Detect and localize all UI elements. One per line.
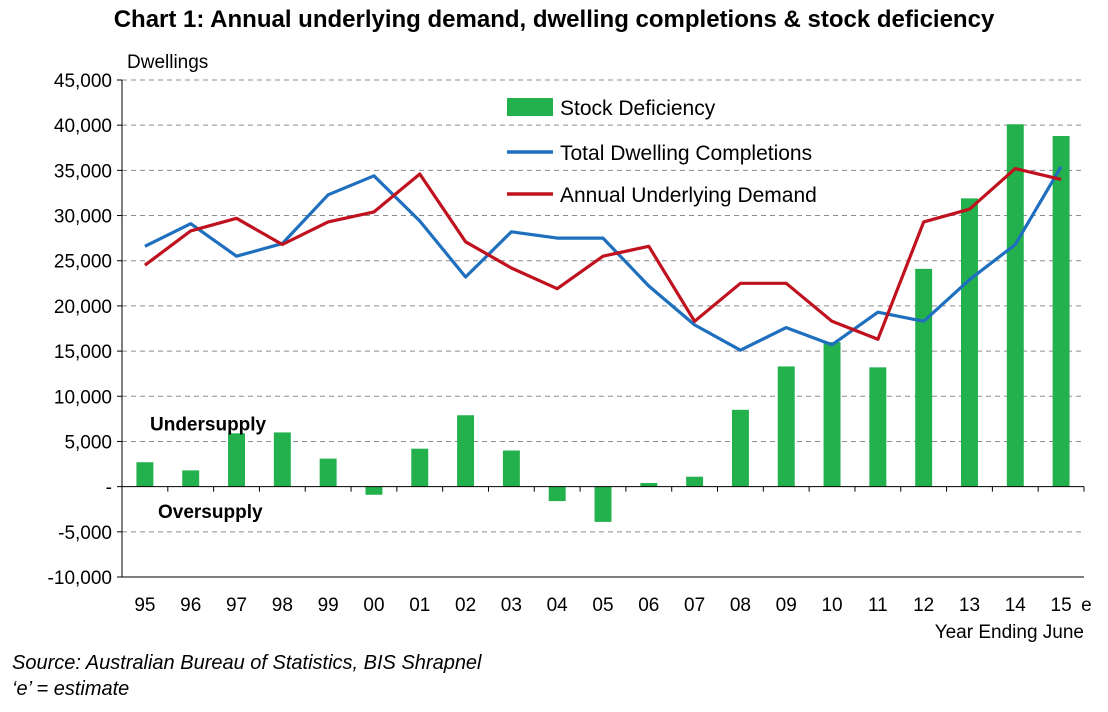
y-tick-label: 35,000 xyxy=(54,161,112,182)
bar-stock-deficiency xyxy=(777,366,795,487)
x-tick-label: 11 xyxy=(868,595,888,616)
bar-stock-deficiency xyxy=(136,462,154,487)
y-tick-label: - xyxy=(106,478,112,499)
bar-stock-deficiency xyxy=(548,486,566,502)
x-tick-label: 05 xyxy=(592,595,613,616)
bar-stock-deficiency xyxy=(686,476,704,487)
source-note: Source: Australian Bureau of Statistics,… xyxy=(12,650,482,702)
bar-stock-deficiency xyxy=(915,268,933,487)
bar-stock-deficiency xyxy=(594,486,612,522)
y-tick-label: -5,000 xyxy=(58,523,112,544)
bar-stock-deficiency xyxy=(1052,136,1070,487)
bar-stock-deficiency xyxy=(640,483,658,487)
y-tick-label: 25,000 xyxy=(54,252,112,273)
oversupply-label: Oversupply xyxy=(158,502,263,523)
bar-stock-deficiency xyxy=(502,450,520,487)
x-tick-label: 03 xyxy=(501,595,522,616)
x-tick-label: 12 xyxy=(913,595,934,616)
legend-entry-total-dwelling-completions: Total Dwelling Completions xyxy=(560,142,812,165)
y-tick-label: 30,000 xyxy=(54,207,112,228)
x-tick-label: 07 xyxy=(684,595,705,616)
x-tick-label: 15 xyxy=(1051,595,1072,616)
undersupply-label: Undersupply xyxy=(150,414,267,435)
x-axis-label: Year Ending June xyxy=(934,622,1084,643)
y-tick-label: 40,000 xyxy=(54,116,112,137)
x-tick-label: 96 xyxy=(180,595,201,616)
estimate-note: ‘e’ = estimate xyxy=(12,678,130,700)
y-tick-label: -10,000 xyxy=(48,568,112,589)
line-total-dwelling-completions xyxy=(144,165,1063,352)
bar-stock-deficiency xyxy=(411,448,429,487)
bar-stock-deficiency xyxy=(457,415,475,487)
legend-swatch-bar xyxy=(507,98,553,116)
x-tick-label: 09 xyxy=(776,595,797,616)
legend-entry-annual-underlying-demand: Annual Underlying Demand xyxy=(560,184,817,207)
x-tick-label: 97 xyxy=(226,595,247,616)
bar-stock-deficiency xyxy=(869,367,887,487)
y-axis-label: Dwellings xyxy=(127,52,209,73)
y-tick-label: 45,000 xyxy=(54,71,112,92)
x-tick-label: 01 xyxy=(409,595,430,616)
x-tick-label: 00 xyxy=(363,595,384,616)
x-tick-label: 99 xyxy=(318,595,339,616)
bar-stock-deficiency xyxy=(182,470,200,487)
bar-stock-deficiency xyxy=(961,198,978,487)
y-tick-label: 20,000 xyxy=(54,297,112,318)
chart-title: Chart 1: Annual underlying demand, dwell… xyxy=(113,6,995,33)
x-tick-label: 13 xyxy=(959,595,980,616)
x-tick-label: 95 xyxy=(134,595,155,616)
y-tick-label: 15,000 xyxy=(54,342,112,363)
line-annual-underlying-demand xyxy=(143,167,1062,341)
legend-entry-stock-deficiency: Stock Deficiency xyxy=(560,97,716,120)
bar-stock-deficiency xyxy=(228,433,245,487)
x-tick-label: 02 xyxy=(455,595,476,616)
y-tick-label: 10,000 xyxy=(54,387,112,408)
source-line: Source: Australian Bureau of Statistics,… xyxy=(12,652,482,674)
x-tick-label: 98 xyxy=(272,595,293,616)
bar-stock-deficiency xyxy=(319,458,337,487)
x-tick-label: 06 xyxy=(638,595,659,616)
x-tick-label: 04 xyxy=(547,595,569,616)
y-tick-label: 5,000 xyxy=(64,432,112,453)
bar-stock-deficiency xyxy=(1006,124,1024,487)
x-tick-label: 14 xyxy=(1005,595,1027,616)
x-tick-label: 08 xyxy=(730,595,751,616)
bar-stock-deficiency xyxy=(823,342,841,487)
bar-stock-deficiency xyxy=(273,432,291,487)
x-tick-label: 10 xyxy=(821,595,842,616)
bar-stock-deficiency xyxy=(365,486,383,495)
estimate-marker: e xyxy=(1081,595,1092,616)
bar-stock-deficiency xyxy=(731,409,749,487)
